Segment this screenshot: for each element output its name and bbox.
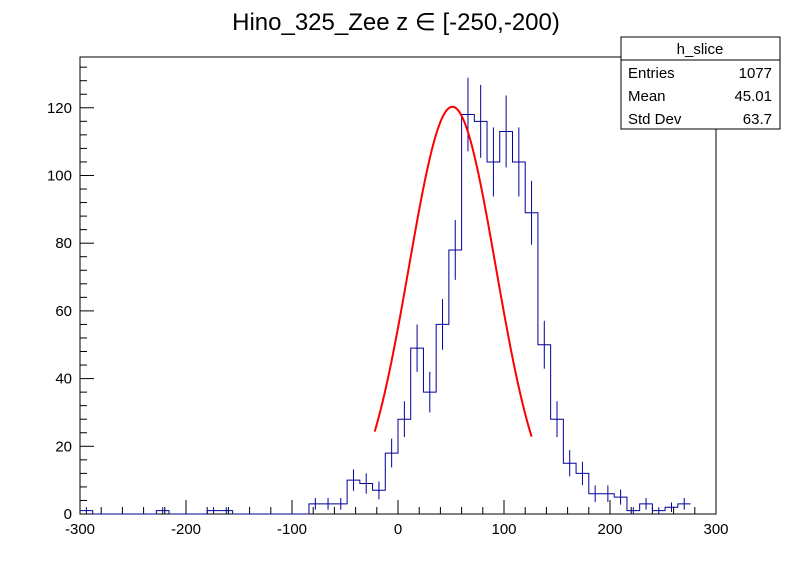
stats-mean-value: 45.01 (734, 88, 772, 105)
x-tick-label: 100 (491, 521, 516, 538)
histogram-bin (525, 213, 538, 514)
stats-mean-label: Mean (628, 88, 666, 105)
x-axis: -300 -200 -100 0 100 200 300 (65, 500, 729, 538)
stats-box-frame (620, 36, 781, 130)
histogram-bin (449, 250, 462, 514)
stats-entries-value: 1077 (739, 65, 772, 82)
chart-title: Hino_325_Zee z ∈ [-250,-200) (232, 9, 560, 36)
x-tick-label: -100 (277, 521, 307, 538)
histogram-outline (80, 114, 691, 515)
stats-box: h_slice Entries 1077 Mean 45.01 Std Dev … (620, 36, 781, 130)
x-tick-label: 300 (703, 521, 728, 538)
histogram-bin (436, 324, 449, 514)
y-tick-label: 0 (64, 506, 72, 523)
stats-entries-label: Entries (628, 65, 675, 82)
y-axis: 0 20 40 60 80 100 120 (47, 66, 94, 523)
histogram-bin (487, 162, 500, 514)
y-tick-label: 20 (55, 438, 72, 455)
error-bars (85, 77, 685, 514)
x-tick-label: 200 (597, 521, 622, 538)
x-tick-label: -200 (171, 521, 201, 538)
y-tick-label: 60 (55, 303, 72, 320)
y-tick-label: 100 (47, 167, 72, 184)
y-tick-label: 40 (55, 371, 72, 388)
x-tick-label: -300 (65, 521, 95, 538)
gaussian-fit-curve (373, 105, 533, 437)
histogram-bin (462, 115, 475, 514)
stats-box-name: h_slice (677, 41, 724, 58)
stats-stddev-value: 63.7 (743, 111, 772, 128)
y-tick-label: 80 (55, 235, 72, 252)
histogram-bin (411, 348, 424, 514)
x-tick-label: 0 (394, 521, 402, 538)
stats-stddev-label: Std Dev (628, 111, 682, 128)
histogram-bin (512, 162, 525, 514)
histogram-bin (538, 345, 551, 514)
y-tick-label: 120 (47, 100, 72, 117)
